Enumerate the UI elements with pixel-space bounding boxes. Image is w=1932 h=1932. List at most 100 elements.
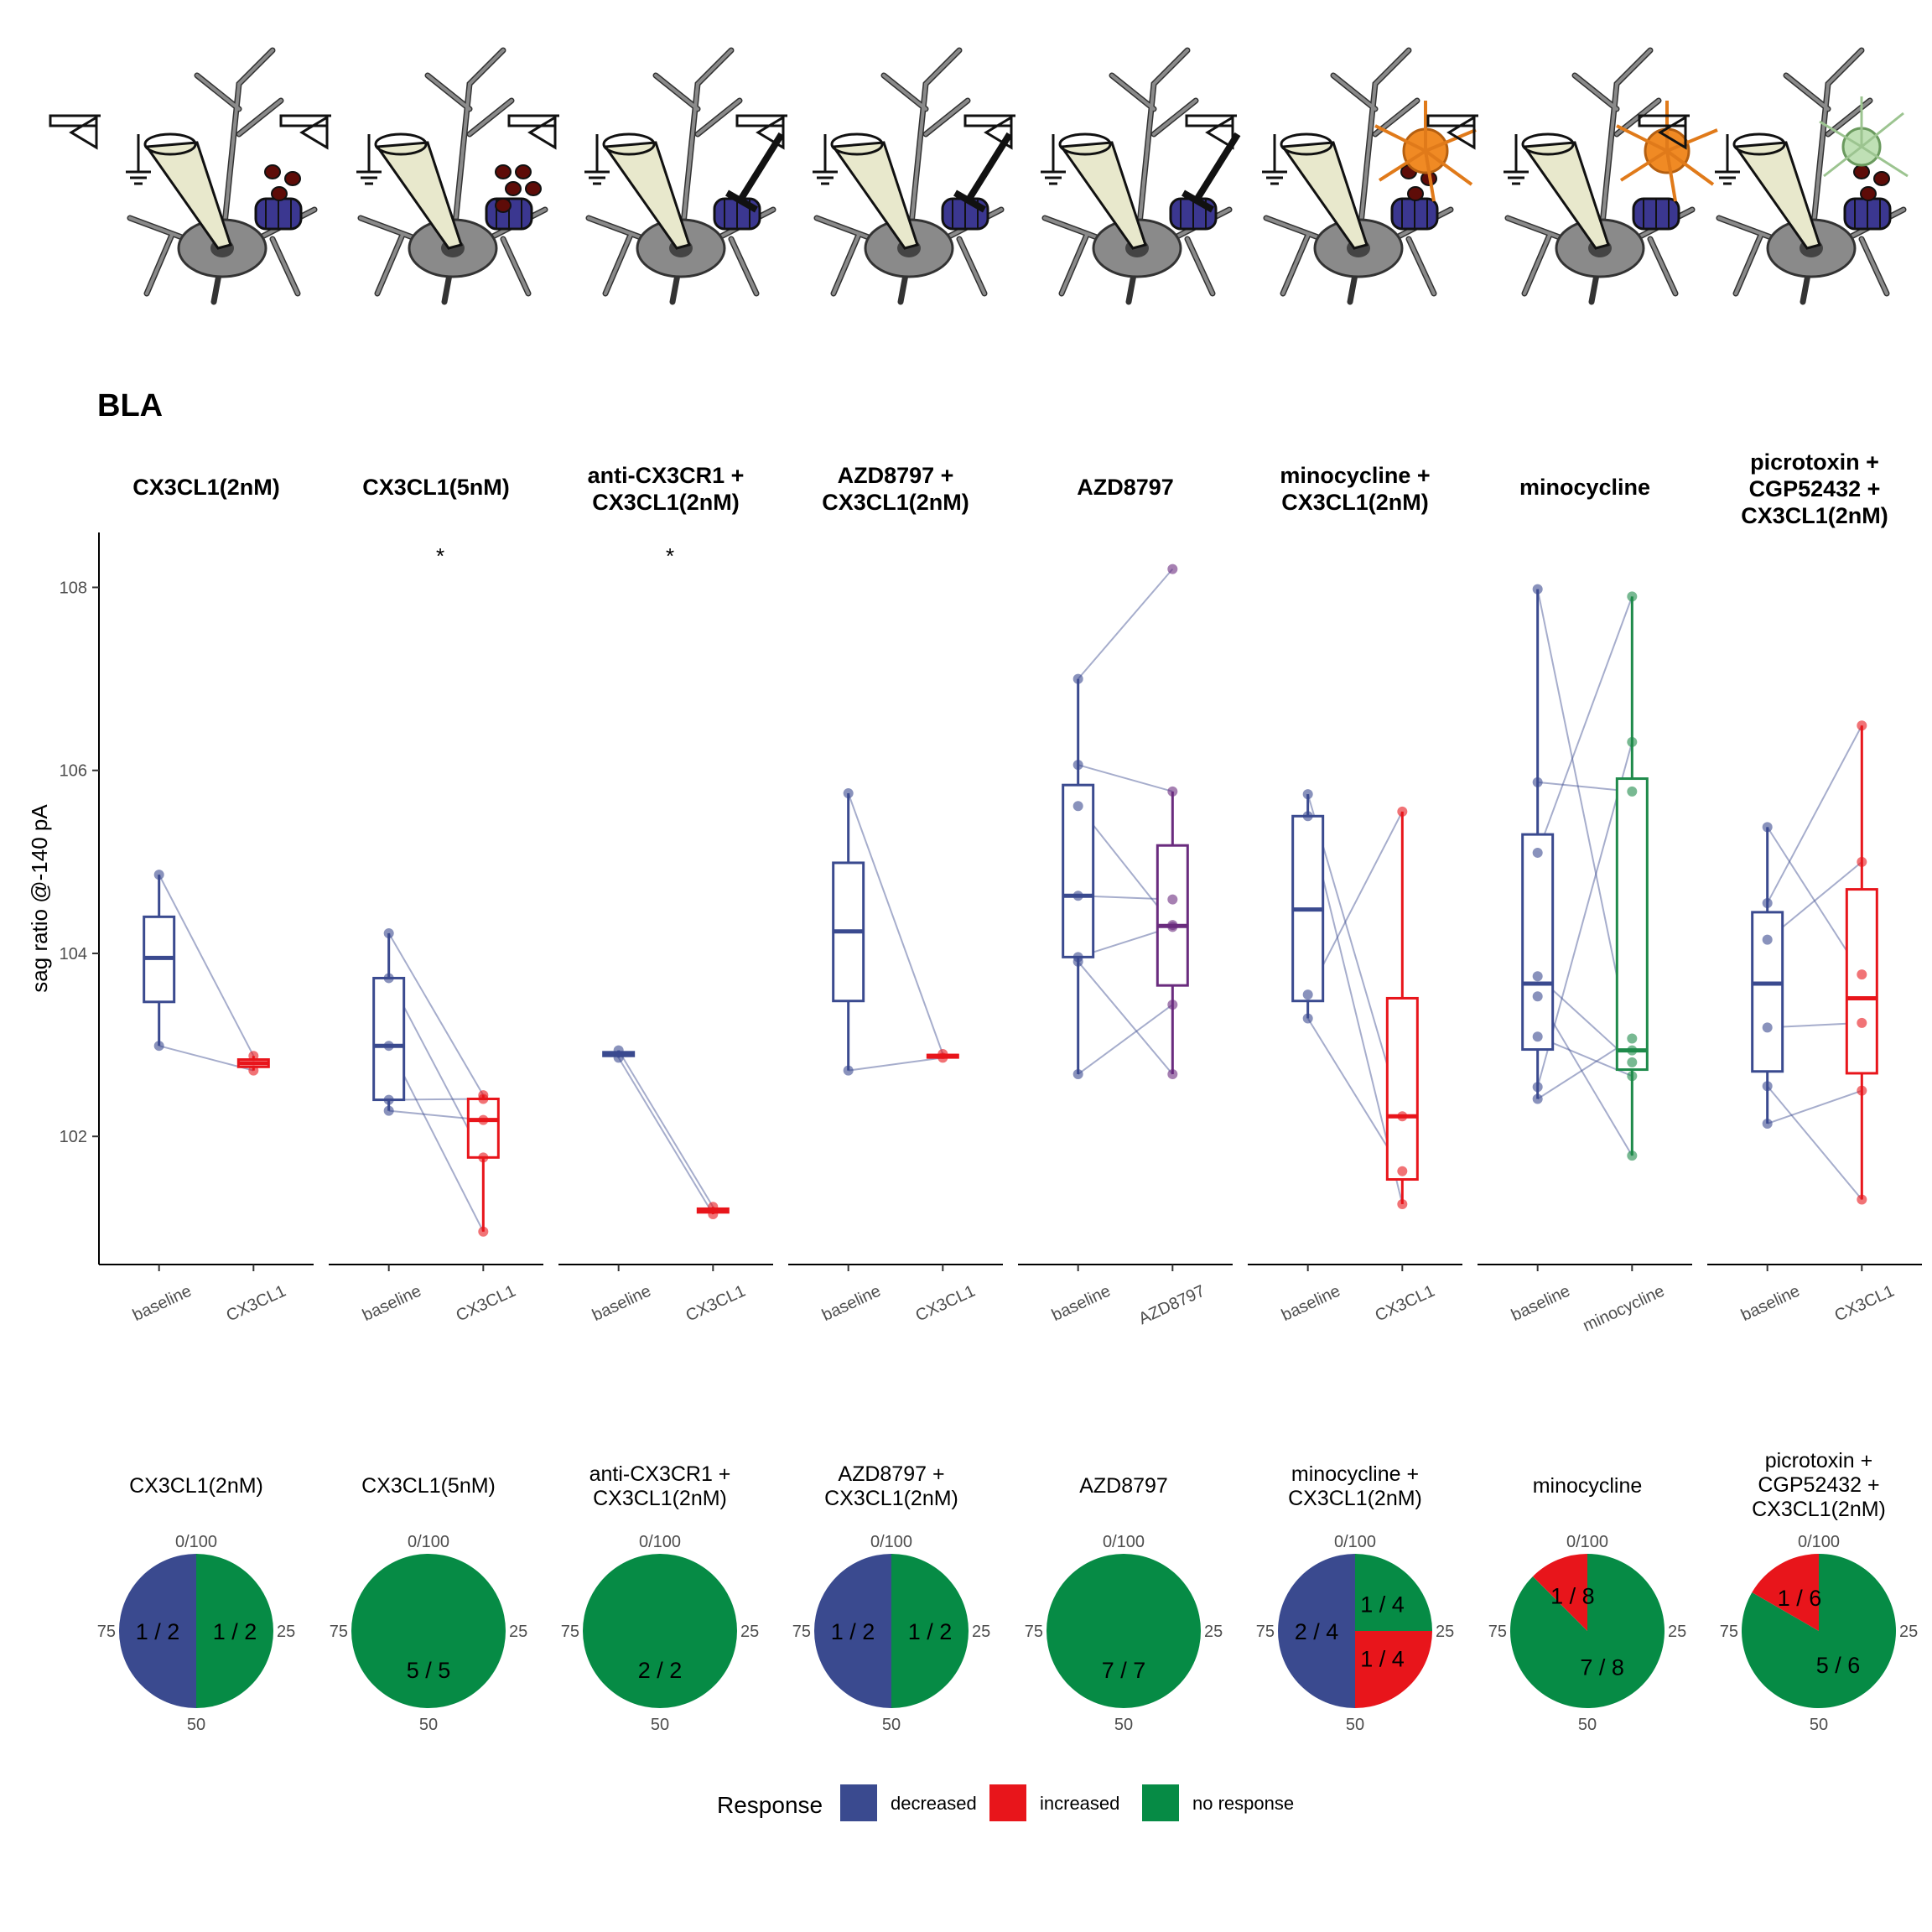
legend-swatch bbox=[1142, 1784, 1179, 1821]
paired-line bbox=[847, 792, 944, 1055]
chemokine-icon bbox=[495, 164, 512, 179]
dendrite-icon bbox=[1506, 49, 1694, 295]
pie-chart-row: CX3CL1(2nM)1 / 21 / 20/100255075CX3CL1(5… bbox=[97, 1449, 1919, 1734]
data-point bbox=[153, 870, 164, 880]
data-point bbox=[383, 927, 394, 938]
slice-label: 1 / 6 bbox=[1778, 1586, 1822, 1611]
facet-title: CX3CL1(2nM) bbox=[822, 490, 969, 515]
data-point bbox=[613, 1052, 624, 1063]
data-point bbox=[613, 1045, 624, 1056]
pie-2: CX3CL1(5nM) 5 / 5 0/100 25 50 75 bbox=[330, 1474, 528, 1734]
data-point bbox=[1167, 564, 1178, 574]
data-point bbox=[843, 1065, 854, 1076]
data-point bbox=[1072, 956, 1083, 967]
pie-slice bbox=[1278, 1554, 1355, 1708]
legend-title: Response bbox=[717, 1792, 823, 1818]
pie-tick: 75 bbox=[1720, 1623, 1738, 1641]
slice-label: 2 / 2 bbox=[638, 1658, 683, 1683]
pie-title: AZD8797 bbox=[1079, 1474, 1168, 1498]
facet-2: CX3CL1(5nM) baseline CX3CL1 * bbox=[329, 475, 543, 1325]
pie-slice bbox=[1752, 1554, 1819, 1631]
pie-tick: 75 bbox=[97, 1623, 116, 1641]
chemokine-icon bbox=[1853, 164, 1870, 179]
pie-tick: 0/100 bbox=[870, 1533, 912, 1551]
data-point bbox=[1532, 1031, 1543, 1042]
data-point bbox=[1627, 1150, 1638, 1161]
significance-marker: * bbox=[666, 543, 674, 569]
box bbox=[1062, 783, 1095, 958]
slice-label: 1 / 2 bbox=[213, 1619, 257, 1644]
data-point bbox=[1857, 1017, 1867, 1028]
x-tick-label: CX3CL1 bbox=[1832, 1282, 1898, 1326]
pie-tick: 75 bbox=[561, 1623, 579, 1641]
pie-title: CGP52432 + bbox=[1758, 1473, 1879, 1497]
facet-3: anti-CX3CR1 +CX3CL1(2nM) baseline CX3CL1 * bbox=[558, 463, 773, 1325]
slice-label: 1 / 2 bbox=[831, 1619, 875, 1644]
pie-slice bbox=[891, 1554, 969, 1708]
chemokine-icon bbox=[264, 164, 281, 179]
pie-tick: 50 bbox=[1578, 1716, 1597, 1734]
data-point bbox=[708, 1202, 719, 1213]
pie-tick: 75 bbox=[330, 1623, 348, 1641]
data-point bbox=[383, 1105, 394, 1116]
neuron-cartoon-row bbox=[49, 47, 1909, 305]
neuron-cartoon bbox=[1638, 47, 1909, 305]
pie-title: minocycline bbox=[1533, 1474, 1643, 1498]
legend-label: decreased bbox=[891, 1793, 977, 1814]
inhibitor-icon bbox=[953, 132, 1013, 213]
pie-slice bbox=[583, 1554, 737, 1708]
pie-slice bbox=[1046, 1554, 1201, 1708]
data-point bbox=[1532, 584, 1543, 595]
amplifier-icon bbox=[1426, 114, 1529, 185]
chemokine-icon bbox=[495, 198, 512, 213]
box bbox=[466, 1097, 500, 1159]
pipette-icon bbox=[603, 141, 691, 250]
data-point bbox=[478, 1152, 489, 1163]
pie-tick: 0/100 bbox=[1334, 1533, 1376, 1551]
x-tick-label: CX3CL1 bbox=[454, 1282, 519, 1326]
data-point bbox=[1397, 1198, 1408, 1209]
legend-item-no_response: no response bbox=[1142, 1784, 1294, 1821]
legend-swatch bbox=[989, 1784, 1026, 1821]
paired-line bbox=[617, 1050, 714, 1208]
data-point bbox=[248, 1051, 259, 1062]
data-point bbox=[1762, 1081, 1773, 1092]
pie-slice bbox=[1355, 1554, 1432, 1631]
pie-title: anti-CX3CR1 + bbox=[589, 1462, 731, 1486]
data-point bbox=[1167, 786, 1178, 797]
pie-tick: 25 bbox=[972, 1623, 990, 1641]
amplifier-icon bbox=[1185, 114, 1287, 185]
data-point bbox=[478, 1226, 489, 1237]
slice-label: 5 / 5 bbox=[407, 1658, 451, 1683]
chemokine-icon bbox=[1873, 171, 1890, 186]
data-point bbox=[1302, 1013, 1313, 1024]
pipette-icon bbox=[1732, 132, 1786, 156]
facet-5: AZD8797 baseline AZD8797 bbox=[1018, 475, 1233, 1328]
chemokine-icon bbox=[1860, 186, 1877, 201]
chemokine-icon bbox=[1407, 186, 1424, 201]
data-point bbox=[1302, 989, 1313, 1000]
x-tick-label: AZD8797 bbox=[1136, 1282, 1208, 1329]
slice-label: 1 / 2 bbox=[136, 1619, 180, 1644]
data-point bbox=[1857, 856, 1867, 867]
pie-slice bbox=[351, 1554, 506, 1708]
pipette-icon bbox=[374, 132, 428, 156]
pie-slice bbox=[814, 1554, 891, 1708]
pie-tick: 50 bbox=[1346, 1716, 1364, 1734]
pipette-icon bbox=[375, 141, 463, 250]
pie-4: AZD8797 +CX3CL1(2nM) 1 / 2 1 / 2 0/100 25 50 7… bbox=[792, 1462, 991, 1734]
data-point bbox=[1302, 811, 1313, 822]
data-point bbox=[1532, 991, 1543, 1002]
paired-line bbox=[848, 1057, 943, 1072]
data-point bbox=[383, 1094, 394, 1105]
box bbox=[1156, 844, 1189, 987]
pipette-icon bbox=[1521, 132, 1575, 156]
y-tick-label: 102 bbox=[60, 1128, 87, 1146]
pie-title: CX3CL1(2nM) bbox=[824, 1487, 958, 1510]
pie-tick: 75 bbox=[1256, 1623, 1275, 1641]
data-point bbox=[708, 1208, 719, 1219]
paired-line bbox=[1767, 1089, 1862, 1124]
paired-line bbox=[1766, 1085, 1863, 1201]
data-point bbox=[1627, 1071, 1638, 1082]
neuron-cartoon bbox=[49, 47, 318, 305]
